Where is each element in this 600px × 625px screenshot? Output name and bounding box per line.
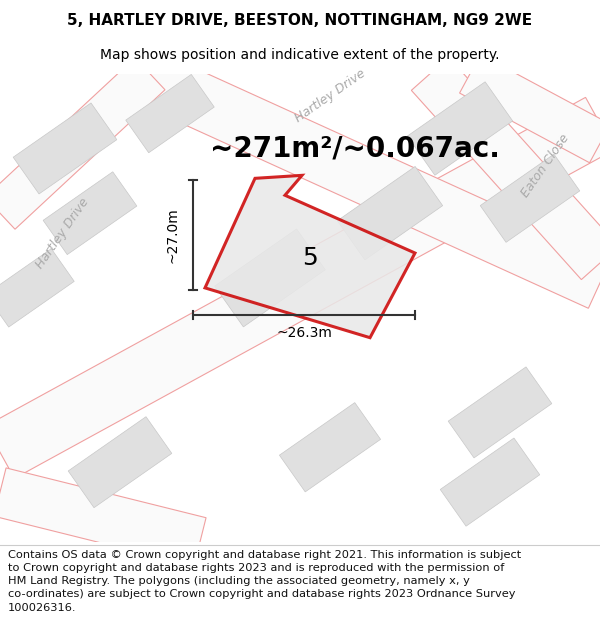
Polygon shape (480, 154, 580, 242)
Text: Hartley Drive: Hartley Drive (33, 196, 91, 271)
Text: Hartley Drive: Hartley Drive (292, 66, 368, 125)
Text: ~26.3m: ~26.3m (276, 326, 332, 340)
Polygon shape (0, 98, 600, 478)
Text: 5: 5 (302, 246, 318, 270)
Polygon shape (337, 166, 443, 260)
Polygon shape (215, 229, 325, 327)
Text: 5, HARTLEY DRIVE, BEESTON, NOTTINGHAM, NG9 2WE: 5, HARTLEY DRIVE, BEESTON, NOTTINGHAM, N… (67, 13, 533, 28)
Polygon shape (68, 417, 172, 508)
Polygon shape (440, 438, 540, 526)
Polygon shape (412, 57, 600, 279)
Polygon shape (280, 402, 380, 492)
Polygon shape (13, 103, 117, 194)
Text: Contains OS data © Crown copyright and database right 2021. This information is : Contains OS data © Crown copyright and d… (8, 550, 521, 612)
Polygon shape (43, 172, 137, 254)
Polygon shape (0, 468, 206, 566)
Text: ~271m²/~0.067ac.: ~271m²/~0.067ac. (210, 134, 500, 162)
Text: ~27.0m: ~27.0m (166, 208, 180, 263)
Polygon shape (0, 58, 165, 229)
Polygon shape (205, 176, 415, 338)
Polygon shape (0, 249, 74, 327)
Polygon shape (448, 367, 552, 458)
Text: Eaton Close: Eaton Close (518, 131, 572, 199)
Polygon shape (460, 54, 600, 162)
Polygon shape (126, 74, 214, 152)
Polygon shape (128, 48, 600, 308)
Text: Map shows position and indicative extent of the property.: Map shows position and indicative extent… (100, 48, 500, 62)
Polygon shape (407, 82, 512, 175)
